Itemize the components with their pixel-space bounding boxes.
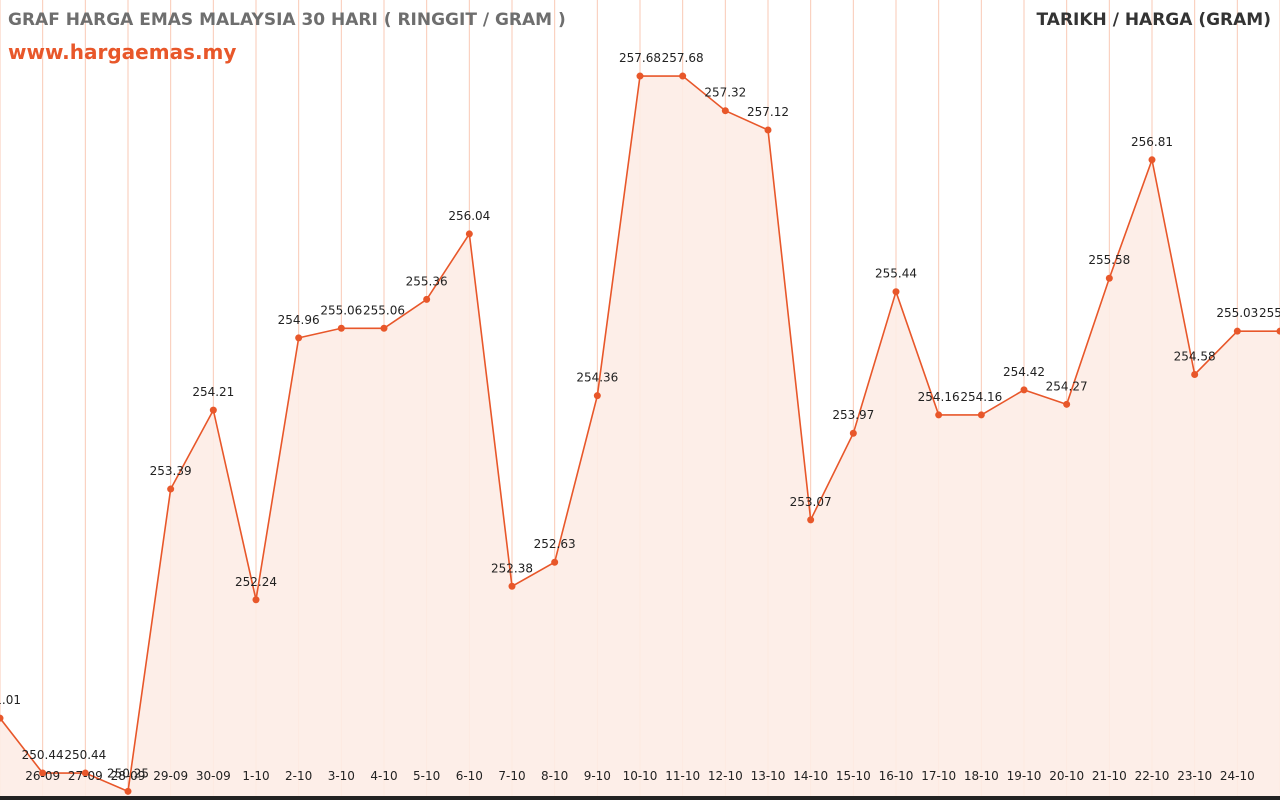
bottom-bar: [0, 796, 1280, 800]
x-tick-label: 5-10: [413, 769, 440, 783]
value-label: 257.32: [704, 86, 746, 100]
value-label: 257.12: [747, 105, 789, 119]
point: [593, 392, 601, 400]
chart-subtitle: www.hargaemas.my: [8, 40, 236, 64]
value-label: 255.03: [1259, 306, 1280, 320]
x-tick-label: 11-10: [665, 769, 700, 783]
value-label: 255.36: [406, 274, 448, 288]
x-tick-label: 9-10: [584, 769, 611, 783]
point: [295, 334, 303, 342]
x-tick-label: 30-09: [196, 769, 231, 783]
point: [124, 787, 132, 795]
x-tick-label: 26-09: [25, 769, 60, 783]
value-label: 256.04: [448, 209, 490, 223]
x-tick-label: 12-10: [708, 769, 743, 783]
point: [252, 596, 260, 604]
x-tick-label: 17-10: [921, 769, 956, 783]
point: [892, 288, 900, 296]
value-label: 257.68: [619, 51, 661, 65]
value-label: 253.39: [150, 464, 192, 478]
point: [551, 558, 559, 566]
plot: 251.01250.44250.44250.25253.39254.21252.…: [0, 51, 1280, 800]
x-tick-label: 3-10: [328, 769, 355, 783]
point: [977, 411, 985, 419]
x-tick-label: 23-10: [1177, 769, 1212, 783]
point: [1105, 274, 1113, 282]
value-label: 255.58: [1088, 253, 1130, 267]
value-label: 253.07: [790, 495, 832, 509]
x-tick-label: 6-10: [456, 769, 483, 783]
point: [636, 72, 644, 80]
x-tick-label: 28-09: [111, 769, 146, 783]
value-label: 250.25: [107, 766, 149, 780]
point: [465, 230, 473, 238]
point: [721, 107, 729, 115]
value-label: 257.68: [662, 51, 704, 65]
legend-label: TARIKH / HARGA (GRAM): [1037, 10, 1271, 30]
value-label: 250.44: [64, 748, 106, 762]
value-label: 255.44: [875, 267, 917, 281]
x-tick-label: 27-09: [68, 769, 103, 783]
point: [1063, 400, 1071, 408]
point: [807, 516, 815, 524]
point: [81, 769, 89, 777]
x-tick-label: 8-10: [541, 769, 568, 783]
point: [935, 411, 943, 419]
point: [1020, 386, 1028, 394]
x-tick-label: 29-09: [153, 769, 188, 783]
x-tick-label: 18-10: [964, 769, 999, 783]
point: [679, 72, 687, 80]
x-tick-label: 24-10: [1220, 769, 1255, 783]
x-tick-label: 22-10: [1135, 769, 1170, 783]
value-label: 254.16: [960, 390, 1002, 404]
value-label: 255.06: [320, 303, 362, 317]
value-label: 250.44: [22, 748, 64, 762]
x-tick-label: 13-10: [751, 769, 786, 783]
x-tick-label: 16-10: [879, 769, 914, 783]
value-label: 255.06: [363, 303, 405, 317]
value-label: 252.24: [235, 575, 277, 589]
value-label: 254.16: [918, 390, 960, 404]
point: [508, 582, 516, 590]
x-tick-label: 14-10: [793, 769, 828, 783]
value-label: 254.36: [576, 371, 618, 385]
point: [1276, 327, 1280, 335]
x-tick-label: 2-10: [285, 769, 312, 783]
point: [1233, 327, 1241, 335]
chart-title: GRAF HARGA EMAS MALAYSIA 30 HARI ( RINGG…: [8, 10, 566, 30]
x-tick-label: 15-10: [836, 769, 871, 783]
x-tick-label: 20-10: [1049, 769, 1084, 783]
point: [209, 406, 217, 414]
point: [764, 126, 772, 134]
value-label: 254.96: [278, 313, 320, 327]
point: [337, 324, 345, 332]
area: [0, 76, 1280, 800]
x-tick-label: 1-10: [242, 769, 269, 783]
x-tick-label: 10-10: [623, 769, 658, 783]
x-tick-label: 4-10: [370, 769, 397, 783]
value-label: 256.81: [1131, 135, 1173, 149]
value-label: 251.01: [0, 693, 21, 707]
point: [167, 485, 175, 493]
value-label: 254.58: [1174, 349, 1216, 363]
value-label: 254.27: [1046, 379, 1088, 393]
value-label: 254.21: [192, 385, 234, 399]
value-label: 253.97: [832, 408, 874, 422]
point: [1191, 370, 1199, 378]
point: [423, 295, 431, 303]
point: [849, 429, 857, 437]
value-label: 252.63: [534, 537, 576, 551]
point: [1148, 156, 1156, 164]
value-label: 255.03: [1216, 306, 1258, 320]
x-tick-label: 7-10: [498, 769, 525, 783]
value-label: 254.42: [1003, 365, 1045, 379]
point: [0, 714, 4, 722]
x-tick-label: 21-10: [1092, 769, 1127, 783]
point: [39, 769, 47, 777]
value-label: 252.38: [491, 561, 533, 575]
point: [380, 324, 388, 332]
x-tick-label: 19-10: [1007, 769, 1042, 783]
